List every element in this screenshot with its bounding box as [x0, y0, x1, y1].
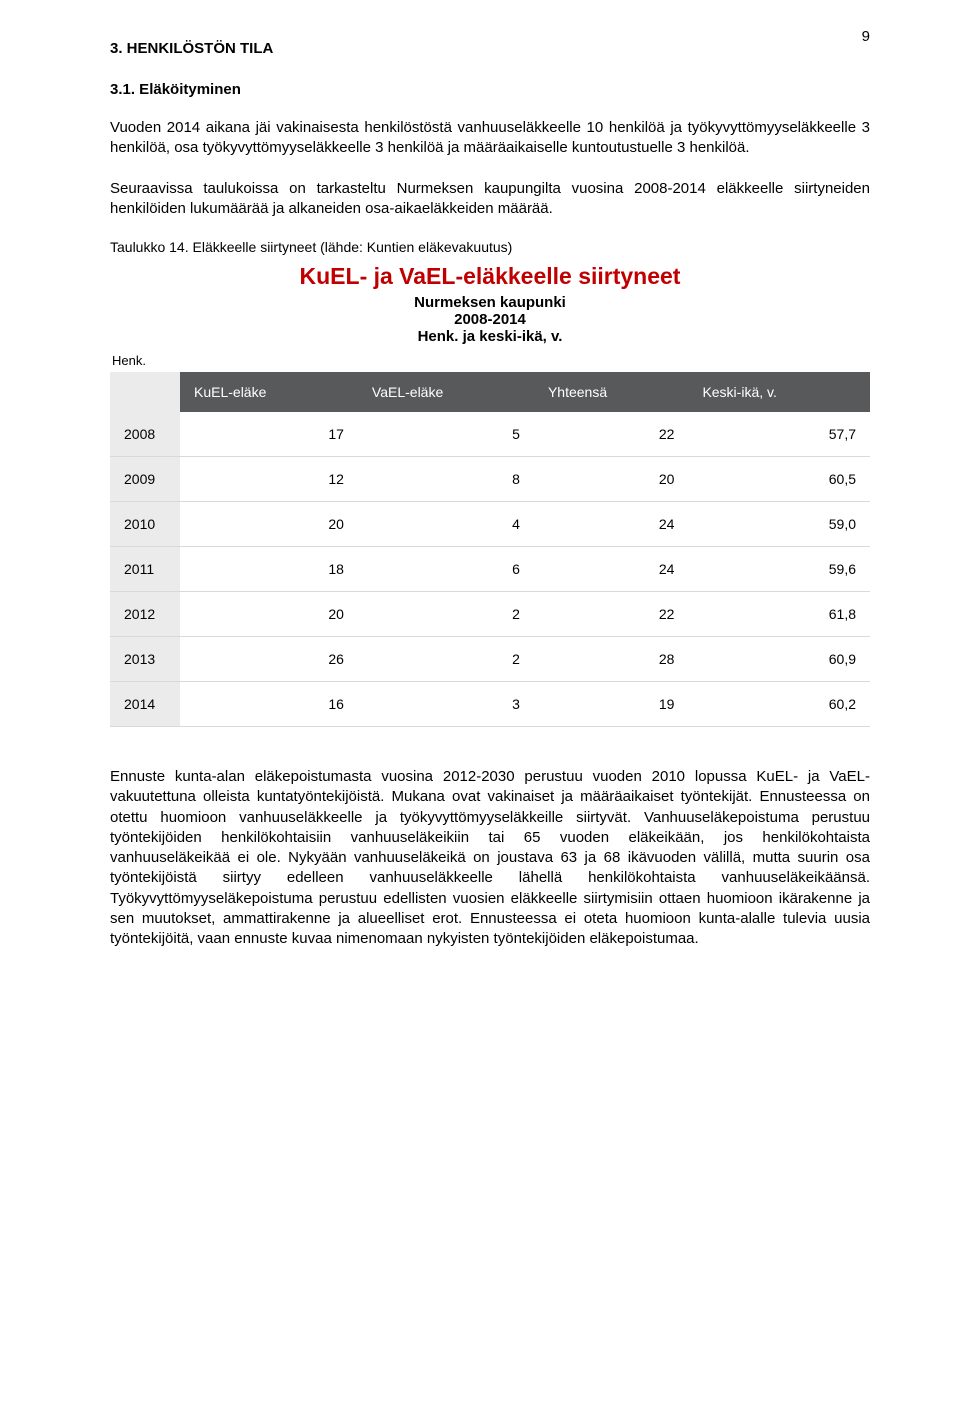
cell-year: 2013: [110, 637, 180, 682]
table-row: 2008 17 5 22 57,7: [110, 412, 870, 457]
subsection-heading: 3.1. Eläköityminen: [110, 81, 870, 98]
cell-year: 2009: [110, 457, 180, 502]
cell-year: 2010: [110, 502, 180, 547]
cell-year: 2014: [110, 682, 180, 727]
col-kuel: KuEL-eläke: [180, 372, 358, 412]
paragraph-1: Vuoden 2014 aikana jäi vakinaisesta henk…: [110, 118, 870, 159]
cell-vael: 8: [358, 457, 534, 502]
cell-age: 60,5: [688, 457, 870, 502]
cell-age: 59,6: [688, 547, 870, 592]
col-year-blank: [110, 372, 180, 412]
table-row: 2011 18 6 24 59,6: [110, 547, 870, 592]
cell-total: 19: [534, 682, 688, 727]
chart-subtitle-2: 2008-2014: [110, 311, 870, 328]
cell-vael: 2: [358, 637, 534, 682]
col-total: Yhteensä: [534, 372, 688, 412]
cell-vael: 6: [358, 547, 534, 592]
cell-kuel: 17: [180, 412, 358, 457]
cell-kuel: 12: [180, 457, 358, 502]
cell-year: 2012: [110, 592, 180, 637]
cell-age: 57,7: [688, 412, 870, 457]
chart-subtitle-1: Nurmeksen kaupunki: [110, 294, 870, 311]
page-number: 9: [862, 28, 870, 45]
table-row: 2013 26 2 28 60,9: [110, 637, 870, 682]
table-row: 2010 20 4 24 59,0: [110, 502, 870, 547]
cell-vael: 2: [358, 592, 534, 637]
paragraph-2: Seuraavissa taulukoissa on tarkasteltu N…: [110, 179, 870, 220]
table-row: 2012 20 2 22 61,8: [110, 592, 870, 637]
section-heading: 3. HENKILÖSTÖN TILA: [110, 40, 870, 57]
cell-total: 22: [534, 592, 688, 637]
cell-vael: 5: [358, 412, 534, 457]
cell-age: 60,2: [688, 682, 870, 727]
table-body: 2008 17 5 22 57,7 2009 12 8 20 60,5 2010…: [110, 412, 870, 727]
retirement-table: KuEL-eläke VaEL-eläke Yhteensä Keski-ikä…: [110, 372, 870, 727]
retirement-table-block: KuEL- ja VaEL-eläkkeelle siirtyneet Nurm…: [110, 263, 870, 727]
cell-age: 61,8: [688, 592, 870, 637]
table-row: 2009 12 8 20 60,5: [110, 457, 870, 502]
cell-year: 2011: [110, 547, 180, 592]
col-vael: VaEL-eläke: [358, 372, 534, 412]
cell-kuel: 20: [180, 502, 358, 547]
paragraph-3: Ennuste kunta-alan eläkepoistumasta vuos…: [110, 767, 870, 949]
col-avg-age: Keski-ikä, v.: [688, 372, 870, 412]
document-page: 9 3. HENKILÖSTÖN TILA 3.1. Eläköityminen…: [0, 0, 960, 1425]
cell-age: 59,0: [688, 502, 870, 547]
cell-vael: 3: [358, 682, 534, 727]
axis-label: Henk.: [110, 353, 870, 368]
cell-kuel: 16: [180, 682, 358, 727]
cell-vael: 4: [358, 502, 534, 547]
cell-kuel: 20: [180, 592, 358, 637]
table-caption: Taulukko 14. Eläkkeelle siirtyneet (lähd…: [110, 239, 870, 255]
cell-age: 60,9: [688, 637, 870, 682]
cell-total: 22: [534, 412, 688, 457]
cell-total: 24: [534, 502, 688, 547]
cell-total: 24: [534, 547, 688, 592]
cell-year: 2008: [110, 412, 180, 457]
chart-title: KuEL- ja VaEL-eläkkeelle siirtyneet: [110, 263, 870, 290]
cell-total: 20: [534, 457, 688, 502]
table-header-row: KuEL-eläke VaEL-eläke Yhteensä Keski-ikä…: [110, 372, 870, 412]
table-row: 2014 16 3 19 60,2: [110, 682, 870, 727]
cell-kuel: 26: [180, 637, 358, 682]
cell-kuel: 18: [180, 547, 358, 592]
cell-total: 28: [534, 637, 688, 682]
chart-subtitle-3: Henk. ja keski-ikä, v.: [110, 328, 870, 345]
